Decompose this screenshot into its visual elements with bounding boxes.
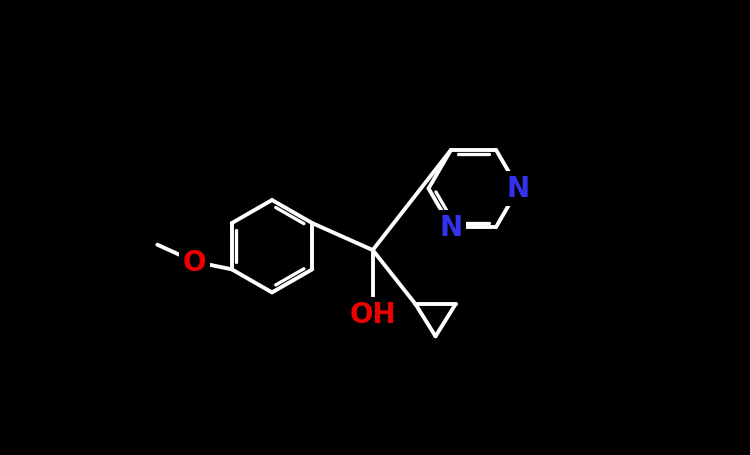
Text: N: N bbox=[507, 175, 530, 203]
Text: N: N bbox=[440, 214, 463, 242]
Text: O: O bbox=[183, 248, 206, 276]
Text: OH: OH bbox=[350, 300, 396, 328]
